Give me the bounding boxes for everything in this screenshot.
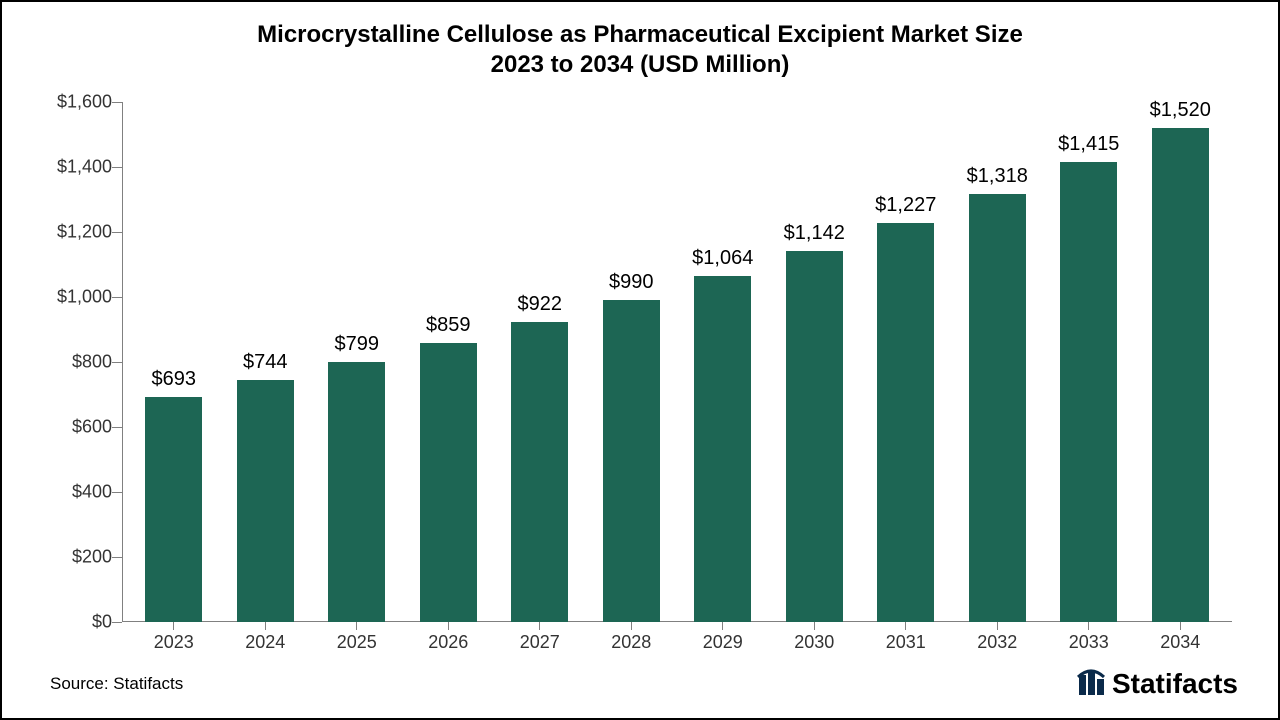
chart-title-line1: Microcrystalline Cellulose as Pharmaceut… [2,20,1278,50]
x-axis-label: 2034 [1160,632,1200,653]
x-tick [997,622,998,630]
x-axis-label: 2028 [611,632,651,653]
y-axis-label: $400 [72,482,112,503]
y-tick [112,427,122,428]
bar [603,300,660,622]
bar-value-label: $1,415 [1058,133,1119,156]
bar [511,322,568,622]
bar-slot: $1,1422030 [769,102,861,622]
x-axis-label: 2033 [1069,632,1109,653]
brand-text: Statifacts [1112,668,1238,700]
x-tick [539,622,540,630]
brand-logo: Statifacts [1076,668,1238,700]
y-tick [112,492,122,493]
bar-slot: $7442024 [220,102,312,622]
bar [694,276,751,622]
bar-value-label: $859 [426,314,471,337]
y-tick [112,557,122,558]
x-axis-label: 2027 [520,632,560,653]
bar-value-label: $1,318 [967,165,1028,188]
y-axis-label: $1,600 [57,92,112,113]
bar-slot: $9222027 [494,102,586,622]
x-axis-label: 2032 [977,632,1017,653]
x-tick [356,622,357,630]
x-tick [448,622,449,630]
y-tick [112,167,122,168]
x-tick [265,622,266,630]
y-tick [112,362,122,363]
bar [786,251,843,622]
chart-title: Microcrystalline Cellulose as Pharmaceut… [2,20,1278,80]
chart-title-line2: 2023 to 2034 (USD Million) [2,50,1278,80]
bar-value-label: $922 [518,293,563,316]
bar-value-label: $1,227 [875,194,936,217]
x-tick [1088,622,1089,630]
y-axis-label: $1,400 [57,157,112,178]
y-axis-label: $800 [72,352,112,373]
bar-slot: $7992025 [311,102,403,622]
x-tick [631,622,632,630]
bar-slot: $6932023 [128,102,220,622]
x-axis-label: 2029 [703,632,743,653]
bar [420,343,477,622]
x-tick [1180,622,1181,630]
bar-value-label: $1,520 [1150,99,1211,122]
plot-area: $6932023$7442024$7992025$8592026$9222027… [122,102,1232,622]
bar [1060,162,1117,622]
chart-frame: Microcrystalline Cellulose as Pharmaceut… [0,0,1280,720]
y-tick [112,297,122,298]
y-tick [112,622,122,623]
bar-slot: $9902028 [586,102,678,622]
x-axis-label: 2024 [245,632,285,653]
x-tick [722,622,723,630]
x-axis-label: 2031 [886,632,926,653]
y-tick [112,102,122,103]
bar-slot: $1,4152033 [1043,102,1135,622]
bar [877,223,934,622]
y-axis-label: $600 [72,417,112,438]
source-text: Source: Statifacts [50,674,183,694]
bar-slot: $1,3182032 [952,102,1044,622]
y-axis-label: $1,000 [57,287,112,308]
bar-value-label: $799 [335,333,380,356]
y-tick [112,232,122,233]
brand-icon [1076,669,1106,699]
bar-value-label: $1,142 [784,222,845,245]
x-tick [905,622,906,630]
x-axis-label: 2030 [794,632,834,653]
bar-value-label: $990 [609,271,654,294]
bar [1152,128,1209,622]
bar [969,194,1026,622]
y-axis-label: $1,200 [57,222,112,243]
bar-slot: $1,5202034 [1135,102,1227,622]
bar-slot: $1,0642029 [677,102,769,622]
bar-value-label: $1,064 [692,247,753,270]
x-axis-label: 2023 [154,632,194,653]
y-axis-label: $200 [72,547,112,568]
x-axis-label: 2026 [428,632,468,653]
bar-value-label: $744 [243,351,288,374]
bar-slot: $8592026 [403,102,495,622]
bars-container: $6932023$7442024$7992025$8592026$9222027… [122,102,1232,622]
bar-value-label: $693 [152,368,197,391]
x-tick [173,622,174,630]
bar [145,397,202,622]
x-axis-label: 2025 [337,632,377,653]
bar [328,362,385,622]
bar [237,380,294,622]
y-axis-label: $0 [92,612,112,633]
x-tick [814,622,815,630]
bar-slot: $1,2272031 [860,102,952,622]
